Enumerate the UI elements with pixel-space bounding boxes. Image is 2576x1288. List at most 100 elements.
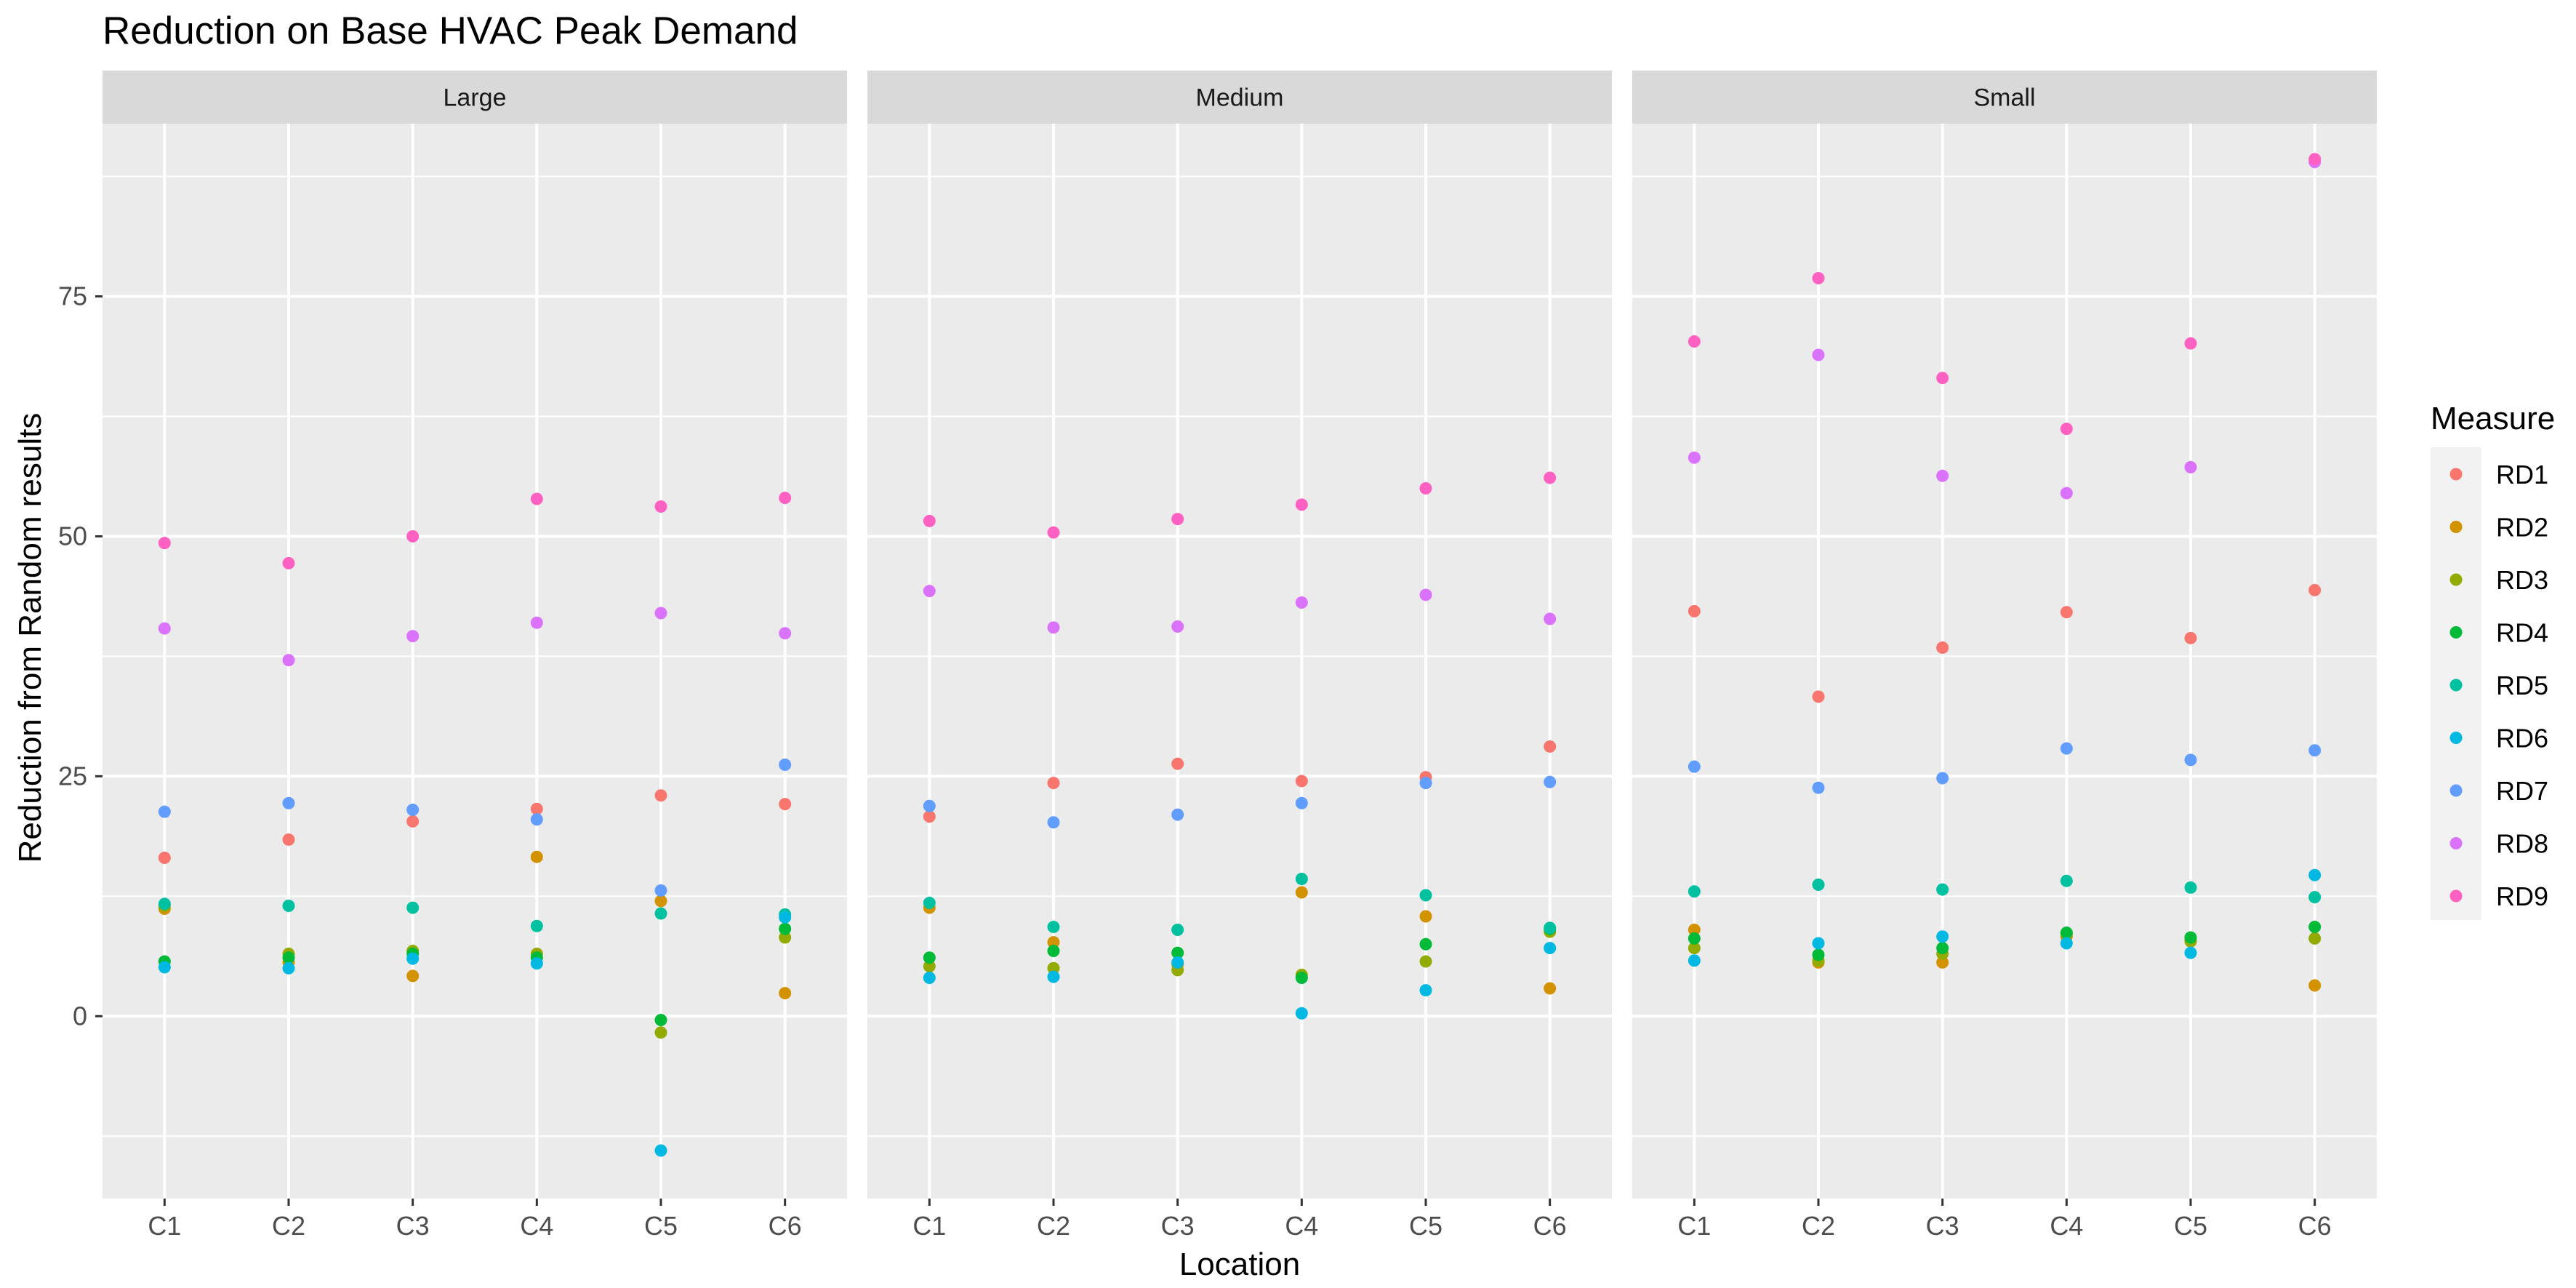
facet-panel-medium: Medium C1 C2 C3 C4 C5 C6 <box>867 71 1612 1241</box>
point-rd7 <box>2184 753 2197 767</box>
y-tick-label: 50 <box>58 521 87 551</box>
strip-label: Small <box>1973 84 2035 112</box>
point-rd9 <box>1171 513 1184 526</box>
point-rd9 <box>530 492 543 505</box>
x-axis-title: Location <box>1179 1247 1300 1282</box>
x-tick-label: C2 <box>1037 1211 1070 1241</box>
point-rd1 <box>1171 757 1184 770</box>
point-rd5 <box>1171 924 1184 936</box>
point-rd8 <box>1688 451 1701 464</box>
point-rd5 <box>654 907 667 920</box>
point-rd1 <box>2060 606 2073 619</box>
x-tick-label: C1 <box>148 1211 181 1241</box>
point-rd4 <box>654 1014 667 1027</box>
point-rd6 <box>1295 1007 1308 1020</box>
y-axis: 0 25 50 75 <box>58 281 103 1031</box>
point-rd2 <box>1688 924 1701 936</box>
point-rd8 <box>1171 620 1184 633</box>
strip-background <box>867 71 1612 124</box>
point-rd6 <box>158 961 171 974</box>
point-rd7 <box>1171 808 1184 821</box>
x-tick-label: C2 <box>1802 1211 1835 1241</box>
point-rd6 <box>1812 937 1825 950</box>
legend-label: RD8 <box>2496 829 2548 859</box>
point-rd6 <box>1171 956 1184 969</box>
legend-key-rd6 <box>2449 732 2463 744</box>
x-tick-label: C6 <box>769 1211 802 1241</box>
point-rd7 <box>1544 775 1557 788</box>
point-rd5 <box>923 897 936 910</box>
point-rd7 <box>779 759 792 772</box>
point-rd1 <box>2308 583 2322 596</box>
point-rd3 <box>2308 932 2322 945</box>
legend-label: RD9 <box>2496 881 2548 911</box>
point-rd7 <box>530 813 543 826</box>
point-rd8 <box>530 616 543 629</box>
point-rd8 <box>1812 348 1825 361</box>
point-rd1 <box>1047 777 1060 790</box>
point-rd7 <box>2060 742 2073 755</box>
point-rd4 <box>1812 948 1825 961</box>
point-rd5 <box>530 919 543 932</box>
facet-panel-small: Small C1 C2 C3 C4 C5 C6 <box>1632 71 2377 1241</box>
point-rd1 <box>1812 690 1825 703</box>
strip-background <box>1632 71 2377 124</box>
point-rd6 <box>779 911 792 924</box>
point-rd4 <box>1936 942 1949 955</box>
legend-label: RD1 <box>2496 460 2548 489</box>
point-rd5 <box>406 901 420 914</box>
point-rd8 <box>2184 460 2197 473</box>
point-rd7 <box>1419 777 1432 790</box>
point-rd8 <box>779 627 792 640</box>
point-rd4 <box>1688 932 1701 945</box>
chart-title: Reduction on Base HVAC Peak Demand <box>103 9 798 52</box>
point-rd3 <box>1688 942 1701 955</box>
legend-key-rd8 <box>2449 837 2463 849</box>
legend-key-rd1 <box>2449 468 2463 481</box>
point-rd3 <box>1419 955 1432 968</box>
legend-label: RD7 <box>2496 776 2548 806</box>
point-rd2 <box>654 895 667 908</box>
panel-background <box>867 124 1612 1199</box>
point-rd7 <box>1295 796 1308 809</box>
point-rd4 <box>282 951 295 964</box>
point-rd1 <box>779 798 792 811</box>
facet-panel-large: Large C1 C2 C3 C4 C5 C6 <box>103 71 847 1241</box>
point-rd9 <box>2184 337 2197 350</box>
point-rd4 <box>1419 937 1432 951</box>
point-rd8 <box>282 654 295 667</box>
point-rd9 <box>2060 423 2073 436</box>
x-tick-label: C1 <box>912 1211 946 1241</box>
legend-title: Measure <box>2431 401 2555 436</box>
x-tick-label: C1 <box>1677 1211 1711 1241</box>
point-rd2 <box>1295 886 1308 899</box>
point-rd7 <box>406 804 420 817</box>
legend-label: RD5 <box>2496 671 2548 700</box>
point-rd5 <box>1812 878 1825 891</box>
point-rd9 <box>158 537 171 550</box>
point-rd7 <box>2308 744 2322 757</box>
point-rd1 <box>1936 641 1949 655</box>
point-rd7 <box>1688 760 1701 773</box>
point-rd6 <box>654 1144 667 1157</box>
point-rd3 <box>779 931 792 944</box>
point-rd8 <box>2060 487 2073 500</box>
point-rd6 <box>406 952 420 965</box>
point-rd8 <box>1047 621 1060 634</box>
point-rd5 <box>1936 883 1949 896</box>
point-rd6 <box>1544 942 1557 955</box>
point-rd9 <box>282 556 295 569</box>
point-rd9 <box>1688 335 1701 348</box>
panel-background <box>1632 124 2377 1199</box>
point-rd4 <box>923 951 936 964</box>
point-rd8 <box>406 630 420 643</box>
point-rd6 <box>530 957 543 970</box>
point-rd4 <box>2308 921 2322 934</box>
point-rd9 <box>923 514 936 527</box>
point-rd4 <box>2184 931 2197 944</box>
point-rd7 <box>1812 781 1825 794</box>
point-rd7 <box>923 799 936 812</box>
point-rd5 <box>1047 921 1060 934</box>
point-rd5 <box>2308 891 2322 904</box>
